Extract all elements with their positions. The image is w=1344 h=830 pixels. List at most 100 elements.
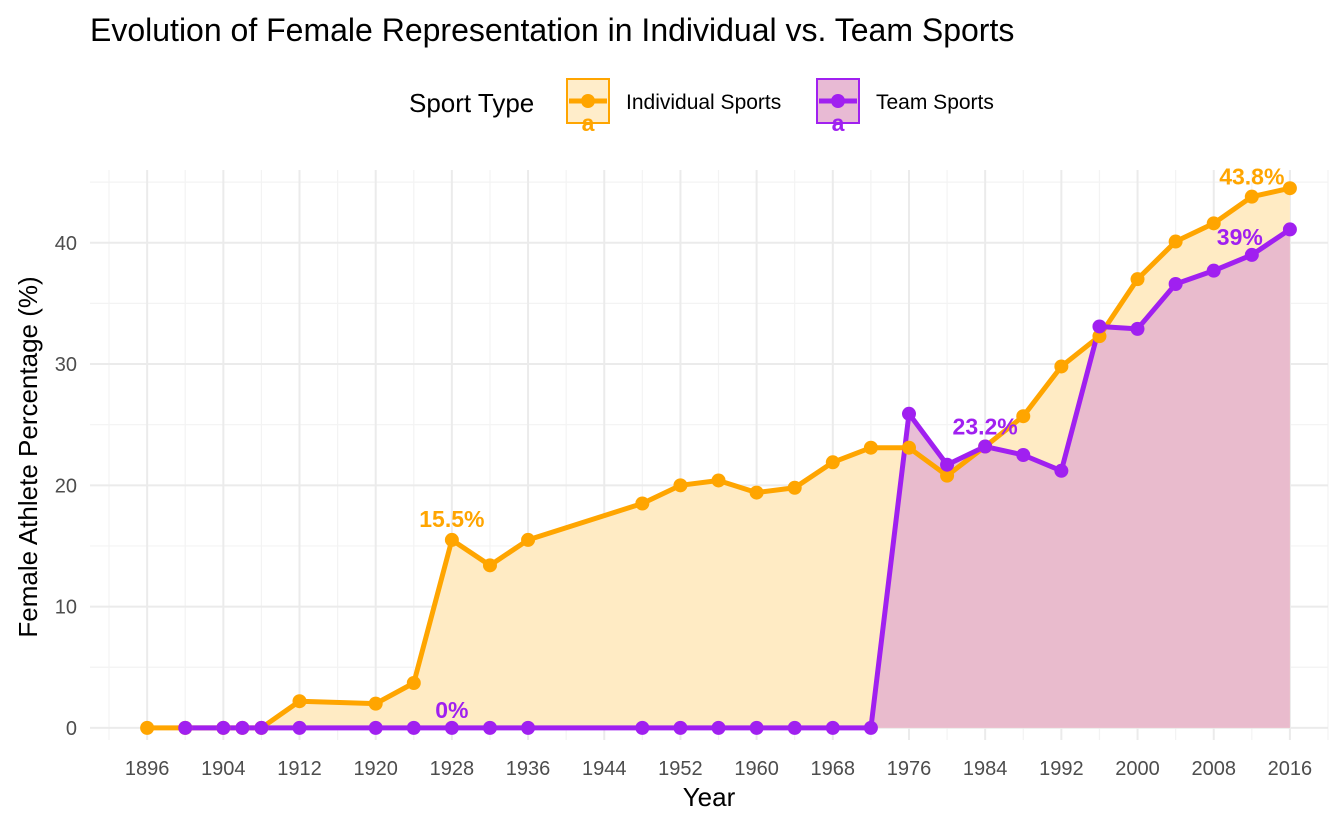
legend-items: a Individual Sports a Team Sports: [566, 78, 994, 136]
data-point-team: [178, 720, 193, 735]
legend-label: Individual Sports: [626, 91, 781, 114]
data-point-team: [978, 439, 993, 454]
data-point-individual: [1168, 234, 1183, 249]
x-tick-label: 1904: [201, 758, 246, 780]
data-point-individual: [1054, 359, 1069, 374]
data-point-team: [1206, 263, 1221, 278]
y-tick-label: 0: [66, 718, 77, 740]
x-axis-title: Year: [683, 782, 736, 812]
data-point-individual: [940, 468, 955, 483]
data-point-individual: [292, 694, 307, 709]
data-point-team: [292, 720, 307, 735]
legend-key-glyph: a: [582, 110, 595, 136]
legend-item-team: a Team Sports: [816, 78, 994, 136]
data-point-team: [787, 720, 802, 735]
data-point-team: [1282, 222, 1297, 237]
x-tick-label: 1960: [734, 758, 779, 780]
data-point-team: [711, 720, 726, 735]
data-point-team: [444, 720, 459, 735]
data-point-individual: [482, 558, 497, 573]
area-layer: [147, 188, 1290, 728]
legend-key-glyph: a: [832, 110, 845, 136]
data-point-individual: [749, 485, 764, 500]
x-tick-label: 2016: [1268, 758, 1313, 780]
axis-layer: 1896 1904 1912 1920 1928 1936 1944 1952 1960 1968…: [55, 233, 1312, 780]
annot-layer: 15.5% 43.8% 0% 23.2% 39%: [419, 164, 1284, 723]
data-point-individual: [368, 696, 383, 711]
data-point-team: [901, 406, 916, 421]
x-tick-label: 1944: [582, 758, 627, 780]
data-point-team: [1092, 319, 1107, 334]
data-point-individual: [673, 478, 688, 493]
point-layer: [140, 181, 1297, 735]
x-tick-label: 1984: [963, 758, 1008, 780]
x-tick-label: 1992: [1039, 758, 1084, 780]
data-point-team: [235, 720, 250, 735]
data-point-individual: [1130, 272, 1145, 287]
data-point-individual: [863, 440, 878, 455]
data-point-team: [254, 720, 269, 735]
y-tick-label: 40: [55, 233, 77, 255]
legend-key-point: [581, 94, 595, 108]
legend-key-point: [831, 94, 845, 108]
data-point-individual: [787, 480, 802, 495]
legend: Sport Type a Individual Sports a Team Sport…: [409, 78, 994, 136]
x-tick-label: 2008: [1191, 758, 1236, 780]
legend-label: Team Sports: [876, 91, 994, 114]
x-tick-label: 1936: [506, 758, 551, 780]
data-point-individual: [1206, 216, 1221, 231]
x-tick-label: 1952: [658, 758, 703, 780]
data-label: 15.5%: [419, 506, 484, 532]
data-point-individual: [1092, 329, 1107, 344]
data-point-individual: [635, 496, 650, 511]
x-tick-label: 1928: [430, 758, 475, 780]
data-label: 39%: [1217, 224, 1263, 250]
data-point-individual: [711, 473, 726, 488]
data-point-individual: [1244, 189, 1259, 204]
data-point-team: [825, 720, 840, 735]
data-point-team: [406, 720, 421, 735]
data-label: 23.2%: [953, 414, 1018, 440]
data-point-team: [1168, 277, 1183, 291]
legend-item-individual: a Individual Sports: [566, 78, 781, 136]
x-tick-label: 1920: [353, 758, 398, 780]
data-point-individual: [444, 532, 459, 547]
data-point-team: [1130, 321, 1145, 336]
legend-title: Sport Type: [409, 88, 534, 118]
data-point-team: [1244, 247, 1259, 262]
x-tick-label: 2000: [1115, 758, 1160, 780]
data-point-individual: [825, 455, 840, 470]
y-axis-title: Female Athlete Percentage (%): [13, 276, 43, 637]
data-point-team: [635, 720, 650, 735]
data-point-team: [749, 720, 764, 735]
data-point-team: [1016, 448, 1031, 462]
data-point-individual: [1282, 181, 1297, 196]
series-line-team: [182, 226, 1293, 731]
data-point-team: [521, 720, 536, 735]
data-point-individual: [406, 676, 421, 690]
data-point-team: [1054, 463, 1069, 478]
data-point-team: [482, 720, 497, 735]
data-point-team: [863, 720, 878, 735]
x-tick-label: 1912: [277, 758, 322, 780]
data-point-individual: [521, 532, 536, 547]
chart-title: Evolution of Female Representation in In…: [90, 12, 1014, 48]
area-team: [185, 229, 1290, 728]
data-point-team: [368, 720, 383, 735]
x-tick-label: 1896: [125, 758, 170, 780]
data-point-individual: [140, 720, 155, 735]
data-label: 0%: [435, 697, 468, 723]
x-tick-label: 1976: [887, 758, 932, 780]
data-point-individual: [1016, 409, 1031, 424]
data-point-individual: [901, 440, 916, 455]
data-point-team: [216, 720, 231, 735]
x-tick-label: 1968: [811, 758, 856, 780]
y-tick-label: 30: [55, 354, 77, 376]
y-tick-label: 20: [55, 475, 77, 497]
data-point-team: [940, 457, 955, 472]
data-point-team: [673, 720, 688, 735]
data-label: 43.8%: [1219, 164, 1284, 190]
y-tick-label: 10: [55, 597, 77, 619]
